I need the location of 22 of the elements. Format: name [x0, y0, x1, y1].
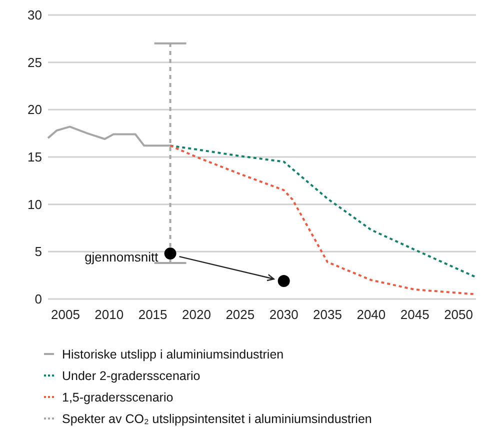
y-tick-label: 25 [28, 54, 42, 70]
x-tick-label: 2045 [400, 307, 430, 322]
legend-label: 1,5-gradersscenario [62, 390, 174, 404]
y-tick-label: 10 [28, 196, 42, 212]
x-tick-label: 2025 [226, 307, 255, 322]
x-tick-label: 2030 [269, 307, 298, 322]
x-tick-label: 2015 [138, 307, 168, 322]
x-tick-label: 2020 [182, 307, 211, 322]
y-tick-label: 15 [28, 150, 42, 165]
x-tick-label: 2050 [444, 307, 473, 322]
legend-label: Historiske utslipp i aluminiumsindustrien [62, 347, 284, 362]
y-tick-label: 0 [34, 292, 42, 307]
x-tick-label: 2035 [313, 307, 342, 322]
annotation: gjennomsnitt [84, 250, 159, 265]
x-tick-label: 2005 [51, 307, 80, 322]
x-tick-label: 2010 [94, 307, 124, 322]
y-tick-label: 20 [28, 102, 42, 118]
legend-label: Spekter av CO₂ utslippsintensitet i aluminiumsindustrien [62, 412, 372, 426]
y-tick-label: 5 [34, 244, 42, 260]
x-tick-label: 2040 [356, 307, 386, 322]
y-tick-label: 30 [28, 8, 42, 23]
legend-label: Under 2-gradersscenario [62, 368, 200, 383]
